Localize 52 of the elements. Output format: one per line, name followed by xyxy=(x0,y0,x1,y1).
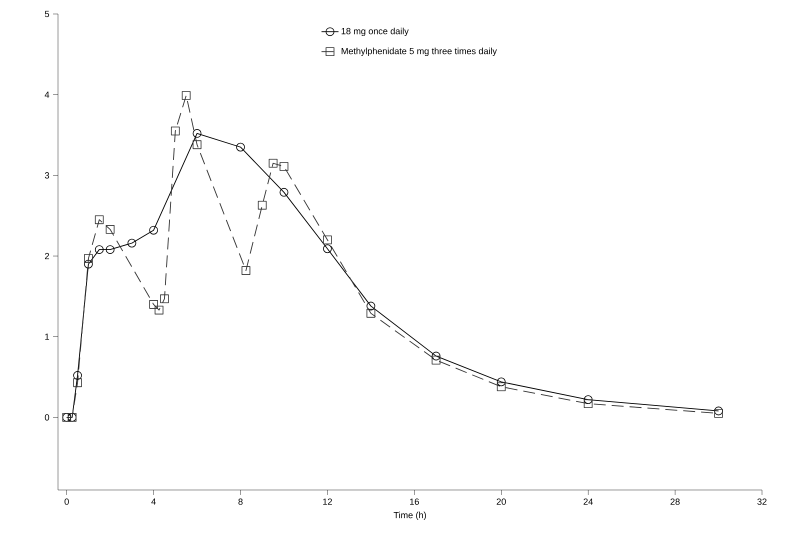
x-tick-label: 20 xyxy=(496,498,506,505)
x-tick-label: 0 xyxy=(64,498,69,505)
y-tick-label: 0 xyxy=(44,414,50,421)
point xyxy=(154,306,164,314)
y-tick-label: 1 xyxy=(45,334,50,340)
point xyxy=(323,236,332,244)
point xyxy=(714,408,723,418)
x-tick-label: 24 xyxy=(584,498,593,505)
point xyxy=(127,238,136,248)
x-axis-title: Time (h) xyxy=(394,512,426,520)
point xyxy=(160,294,169,304)
point xyxy=(84,254,93,263)
y-tick-label: 4 xyxy=(44,92,50,98)
point xyxy=(432,352,440,360)
point xyxy=(280,162,288,171)
point xyxy=(192,140,202,150)
point xyxy=(268,158,278,168)
point xyxy=(323,244,332,254)
point xyxy=(366,302,376,310)
point xyxy=(73,378,82,388)
point xyxy=(280,188,288,197)
point xyxy=(584,395,593,404)
point xyxy=(242,266,250,275)
point xyxy=(106,245,115,254)
point xyxy=(94,245,104,254)
point xyxy=(236,142,245,152)
x-tick-label: 12 xyxy=(323,498,332,505)
point xyxy=(366,308,376,318)
y-tick-label: 3 xyxy=(44,172,50,179)
point xyxy=(258,200,267,210)
x-tick-label: 8 xyxy=(238,498,243,505)
point xyxy=(496,382,506,392)
x-tick-label: 28 xyxy=(670,498,680,505)
x-tick-label: 32 xyxy=(757,498,767,505)
point xyxy=(149,226,158,235)
x-tick-label: 16 xyxy=(410,498,419,505)
legend-label: 18 mg once daily xyxy=(342,28,409,36)
point xyxy=(106,225,115,234)
point xyxy=(182,91,191,100)
point xyxy=(84,260,93,268)
y-tick-label: 5 xyxy=(44,10,50,18)
point xyxy=(432,356,440,364)
point xyxy=(192,129,202,138)
point xyxy=(149,300,158,309)
point xyxy=(94,215,104,224)
legend-label: Methylphenidate 5 mg three times daily xyxy=(342,48,497,56)
point xyxy=(496,378,506,386)
y-tick-label: 2 xyxy=(44,252,50,260)
point xyxy=(73,371,82,380)
x-tick-label: 4 xyxy=(151,498,156,505)
point xyxy=(170,126,180,136)
point xyxy=(584,399,593,408)
